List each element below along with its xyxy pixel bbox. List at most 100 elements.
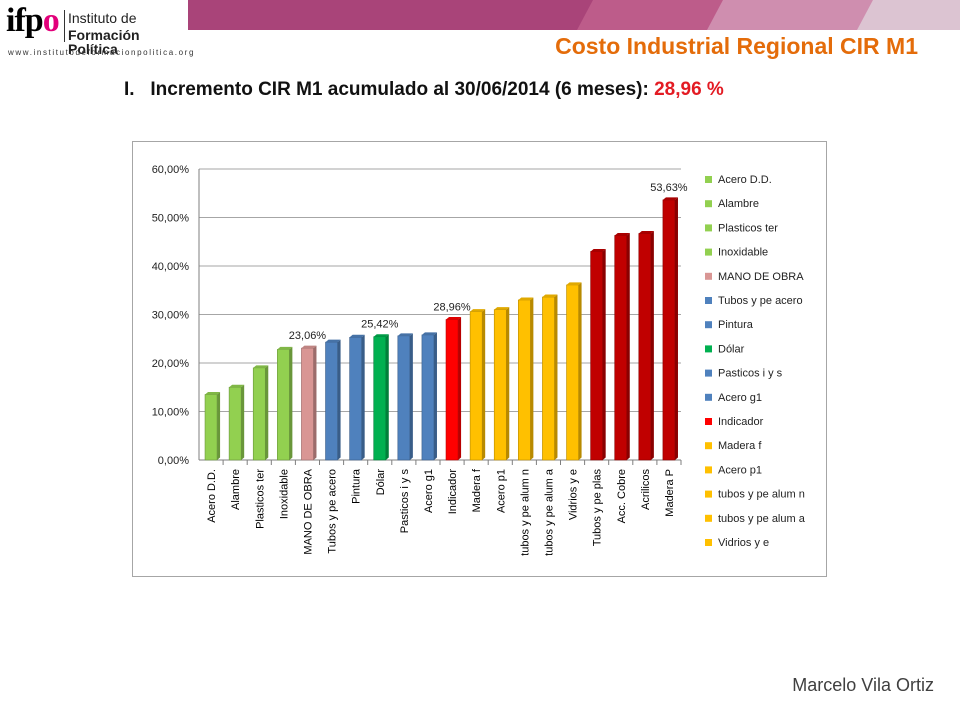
x-tick-label: Pasticos i y s <box>399 469 411 534</box>
bar <box>373 336 387 461</box>
x-tick-label: Acero D.D. <box>206 469 218 523</box>
y-tick-label: 20,00% <box>152 358 190 370</box>
logo-separator <box>64 10 65 42</box>
bar <box>493 309 507 461</box>
legend-label: Pasticos i y s <box>718 368 783 380</box>
bar-top <box>638 231 654 234</box>
y-tick-label: 50,00% <box>152 213 190 225</box>
bar-top <box>518 297 534 300</box>
legend-swatch <box>705 297 712 304</box>
bar-top <box>470 309 486 312</box>
legend-label: Madera f <box>718 440 762 452</box>
bar <box>662 199 676 461</box>
bar-side <box>482 309 486 460</box>
x-tick-label: Plasticos ter <box>254 469 266 529</box>
bar-top <box>397 333 413 336</box>
bar-top <box>566 282 582 285</box>
x-tick-label: Alambre <box>230 469 242 510</box>
bar-side <box>650 231 654 460</box>
x-tick-label: Acrilicos <box>640 469 652 510</box>
logo-line1: Instituto de <box>68 10 137 26</box>
legend-swatch <box>705 224 712 232</box>
subtitle-value: 28,96 % <box>654 79 724 100</box>
x-tick-label: Tubos y pe acero <box>327 469 339 554</box>
bar-top <box>253 365 269 368</box>
bar <box>252 367 266 461</box>
chart-container: 0,00% 10,00% 20,00% 30,00% 40,00% 50,00% 60,00… <box>132 141 827 577</box>
x-tick-label: MANO DE OBRA <box>302 468 314 554</box>
bar <box>421 334 435 461</box>
bar <box>614 235 628 461</box>
x-tick-label: Madera P <box>664 469 676 517</box>
data-label: 28,96% <box>433 302 471 314</box>
legend-swatch <box>705 393 712 401</box>
y-tick-label: 10,00% <box>152 407 190 419</box>
bar <box>445 319 459 461</box>
bar-top <box>325 339 341 343</box>
legend-label: tubos y pe alum n <box>718 489 805 501</box>
legend-label: Inoxidable <box>718 247 768 259</box>
bar-side <box>361 334 365 460</box>
y-tick-label: 60,00% <box>152 164 190 176</box>
legend-swatch <box>705 418 712 425</box>
y-tick-label: 40,00% <box>152 261 190 273</box>
x-tick-label: Dólar <box>375 469 387 496</box>
logo-mark-text: ifpo <box>6 2 60 39</box>
bar-top <box>614 232 630 236</box>
logo-url: www.institutodeformacionpolitica.org <box>8 48 195 57</box>
legend-swatch <box>705 369 712 377</box>
bar-side <box>409 333 413 460</box>
bar-top <box>494 307 510 310</box>
bar-side <box>241 384 245 460</box>
bar-top <box>373 334 389 337</box>
x-tick-label: Acc. Cobre <box>616 469 628 523</box>
data-label: 25,42% <box>361 319 399 331</box>
subtitle-prefix: I. Incremento CIR M1 acumulado al 30/06/… <box>124 79 655 100</box>
legend-label: Acero D.D. <box>718 174 772 186</box>
bar-chart: 0,00% 10,00% 20,00% 30,00% 40,00% 50,00% 60,00… <box>152 164 806 556</box>
bar-side <box>289 346 293 460</box>
bar-side <box>674 197 678 460</box>
bar-side <box>530 297 534 460</box>
logo-line2: Formación Política <box>68 27 140 57</box>
x-tick-label: Pintura <box>351 468 363 504</box>
banner-band-3 <box>707 0 883 30</box>
legend-label: Tubos y pe acero <box>718 295 803 307</box>
legend-label: Pintura <box>718 319 754 331</box>
bar-top <box>349 334 365 338</box>
x-tick-label: tubos y pe alum n <box>519 469 531 556</box>
x-tick-label: tubos y pe alum a <box>543 468 555 556</box>
bar <box>349 336 362 461</box>
legend-swatch <box>705 466 712 474</box>
bar-side <box>217 392 221 460</box>
bar <box>638 233 652 461</box>
bar-top <box>542 294 558 298</box>
legend-swatch <box>705 321 712 329</box>
bar <box>301 347 314 461</box>
bar-top <box>446 317 462 320</box>
bar-side <box>458 317 462 460</box>
legend-label: Alambre <box>718 198 759 210</box>
x-tick-label: Madera f <box>471 468 483 512</box>
bar-top <box>662 197 678 200</box>
bar-side <box>385 334 389 460</box>
x-tick-label: Inoxidable <box>278 469 290 519</box>
bar-top <box>229 384 245 388</box>
bar-top <box>590 248 606 252</box>
x-tick-label: Vidrios y e <box>568 469 580 520</box>
bar-side <box>602 248 606 460</box>
legend-swatch <box>705 176 712 183</box>
x-tick-label: Acero p1 <box>495 469 507 513</box>
bar <box>590 251 603 461</box>
legend-swatch <box>705 248 712 256</box>
bar-side <box>506 307 510 460</box>
logo-mark: ifpo <box>6 2 60 39</box>
x-tick-label: Acero g1 <box>423 469 435 513</box>
legend-swatch <box>705 514 712 522</box>
bar-side <box>313 345 317 460</box>
x-tick-label: Tubos y pe plas <box>592 469 604 547</box>
bar <box>204 394 218 461</box>
bar-side <box>433 332 437 460</box>
legend-label: MANO DE OBRA <box>718 271 804 283</box>
bar-side <box>554 294 558 460</box>
